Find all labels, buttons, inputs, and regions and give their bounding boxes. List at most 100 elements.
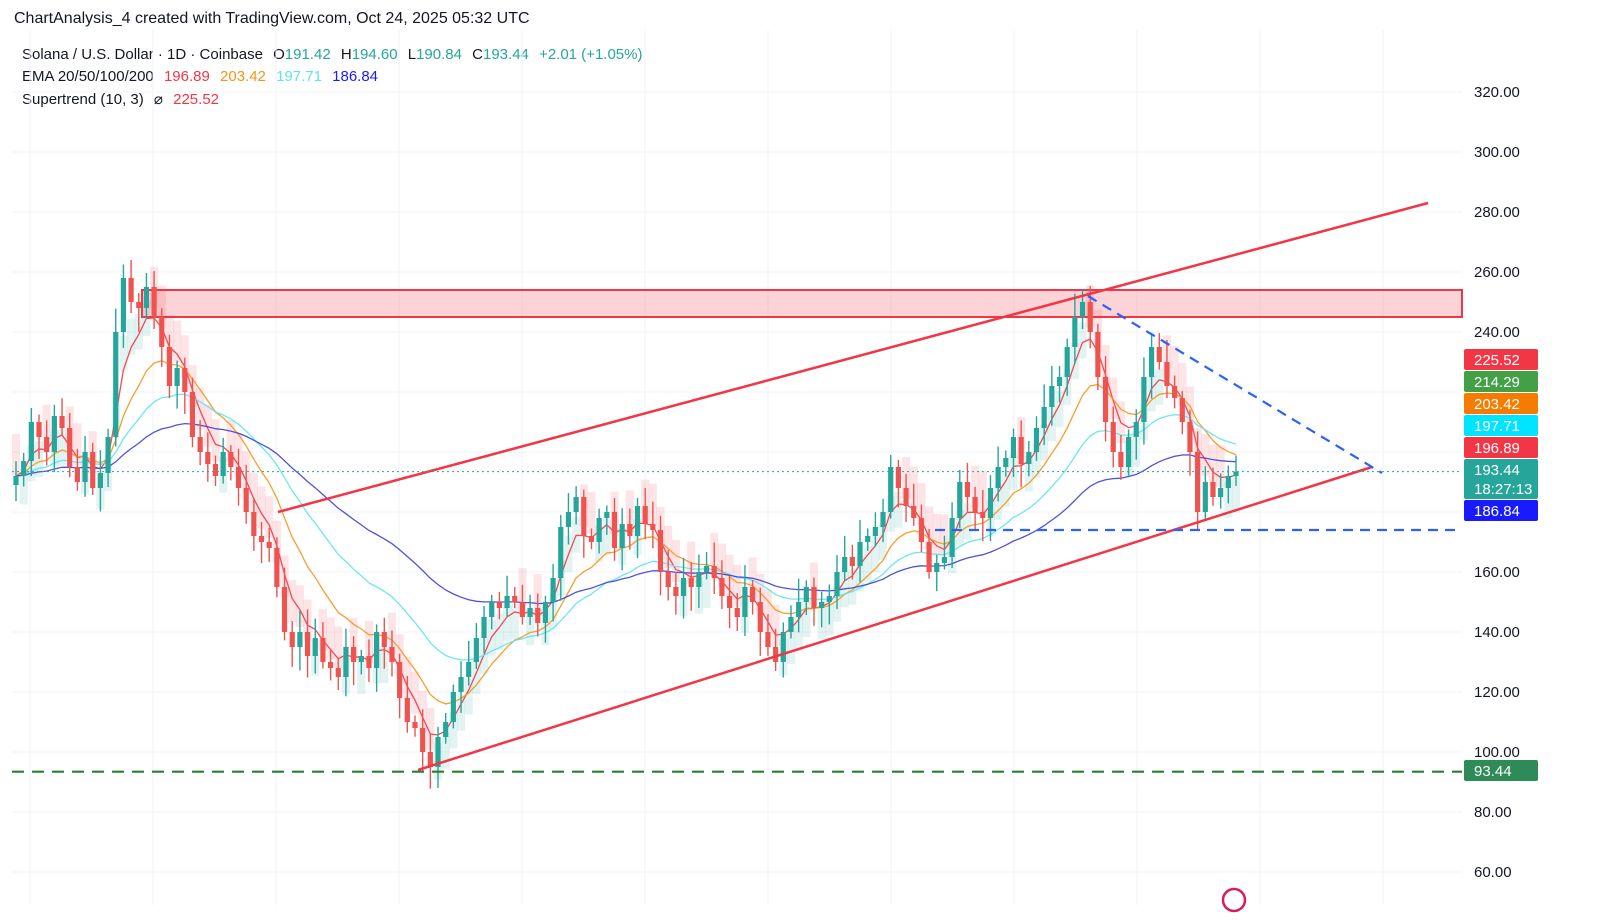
candle-body xyxy=(205,452,211,464)
price-badge-label: 197.71 xyxy=(1474,418,1520,435)
supertrend-legend[interactable]: Supertrend (10, 3) ⌀ 225.52 xyxy=(22,90,225,108)
candle-body xyxy=(1225,476,1231,488)
candle-body xyxy=(987,488,994,518)
ohlc-low: L190.84 xyxy=(407,46,462,63)
candle-body xyxy=(527,608,533,617)
candle-body xyxy=(1156,347,1162,362)
chart-credit: ChartAnalysis_4 created with TradingView… xyxy=(14,10,530,27)
y-tick-label: 80.00 xyxy=(1474,804,1512,821)
candle-body xyxy=(673,587,679,596)
symbol-legend[interactable]: Solana / U.S. Dollar · 1D · Coinbase O19… xyxy=(22,46,648,63)
candle-body xyxy=(28,422,34,461)
price-badge-label: 193.44 xyxy=(1474,462,1520,479)
candle-body xyxy=(980,512,986,518)
candle-body xyxy=(1233,471,1239,476)
price-badge xyxy=(1464,459,1538,499)
candle-body xyxy=(934,563,940,572)
price-badge-label: 225.52 xyxy=(1474,352,1520,369)
candle-body xyxy=(742,587,748,617)
tradingview-logo-icon xyxy=(1221,887,1247,913)
candle-body xyxy=(680,578,687,596)
candle-body xyxy=(44,437,50,452)
candle-body xyxy=(627,524,633,536)
candle-body xyxy=(911,506,917,518)
candle-body xyxy=(1187,422,1193,452)
candle-body xyxy=(51,416,57,452)
candle-body xyxy=(765,632,771,647)
candle-body xyxy=(159,317,165,347)
candle-body xyxy=(1102,377,1109,422)
candle-body xyxy=(1133,422,1139,437)
ohlc-high: H194.60 xyxy=(340,46,398,63)
ema20-line xyxy=(15,317,1237,736)
trendlines xyxy=(12,201,1462,773)
candle-body xyxy=(1049,386,1055,407)
candle-body xyxy=(151,287,157,317)
candle-body xyxy=(189,392,196,437)
candle-body xyxy=(120,278,127,332)
ema-label: EMA 20/50/100/200 xyxy=(22,68,154,85)
candle-body xyxy=(174,368,180,386)
ema200-value: 186.84 xyxy=(332,68,379,85)
ema100-line xyxy=(15,393,1237,661)
candle-body xyxy=(67,428,73,467)
candle-body xyxy=(274,548,280,587)
candle-body xyxy=(849,557,855,566)
candle-body xyxy=(143,287,150,308)
symbol-name: Solana / U.S. Dollar · 1D · Coinbase xyxy=(22,46,263,63)
candle-body xyxy=(1210,482,1216,497)
supertrend-fill xyxy=(11,266,1241,780)
candle-body xyxy=(941,557,948,563)
price-badge xyxy=(1464,415,1538,436)
y-tick-label: 160.00 xyxy=(1474,564,1520,581)
candle-body xyxy=(21,461,27,476)
candle-body xyxy=(1041,407,1047,428)
candle-body xyxy=(918,518,925,542)
candle-body xyxy=(1056,377,1063,386)
price-badge-countdown: 18:27:13 xyxy=(1474,481,1532,498)
candle-body xyxy=(819,602,825,608)
candle-body xyxy=(358,656,364,662)
candle-body xyxy=(128,278,134,302)
candle-body xyxy=(757,602,763,632)
candle-body xyxy=(565,512,572,527)
resistance-zone xyxy=(141,289,1463,318)
candle-body xyxy=(97,473,104,488)
candle-body xyxy=(888,467,894,512)
candle-body xyxy=(657,530,664,572)
candle-body xyxy=(1125,437,1132,467)
candle-body xyxy=(427,752,433,767)
candle-body xyxy=(1064,347,1070,377)
candle-body xyxy=(596,518,602,542)
candle-body xyxy=(1148,347,1155,377)
y-tick-label: 60.00 xyxy=(1474,864,1512,881)
candle-body xyxy=(573,497,579,512)
candle-body xyxy=(619,524,625,548)
candle-body xyxy=(1172,386,1178,398)
candle-body xyxy=(351,647,357,662)
candle-body xyxy=(1179,398,1185,422)
candle-body xyxy=(688,578,694,587)
price-badge xyxy=(1464,437,1538,458)
candle-body xyxy=(90,452,96,488)
candle-body xyxy=(972,497,978,512)
candle-body xyxy=(397,662,403,698)
candle-body xyxy=(258,536,265,542)
candle-body xyxy=(404,698,410,722)
candle-body xyxy=(558,527,564,578)
candle-body xyxy=(1018,437,1024,464)
ema-legend[interactable]: EMA 20/50/100/200 196.89 203.42 197.71 1… xyxy=(22,68,384,85)
candle-body xyxy=(220,452,226,476)
candle-body xyxy=(1010,437,1017,458)
candle-body xyxy=(895,467,901,488)
candle-body xyxy=(1195,452,1201,512)
candle-body xyxy=(665,572,671,587)
candle-body xyxy=(489,602,495,617)
candle-body xyxy=(435,737,441,767)
candle-body xyxy=(1141,377,1147,422)
candle-body xyxy=(703,566,710,572)
y-tick-label: 300.00 xyxy=(1474,144,1520,161)
candle-body xyxy=(650,524,656,530)
chart-grid xyxy=(12,30,1462,905)
